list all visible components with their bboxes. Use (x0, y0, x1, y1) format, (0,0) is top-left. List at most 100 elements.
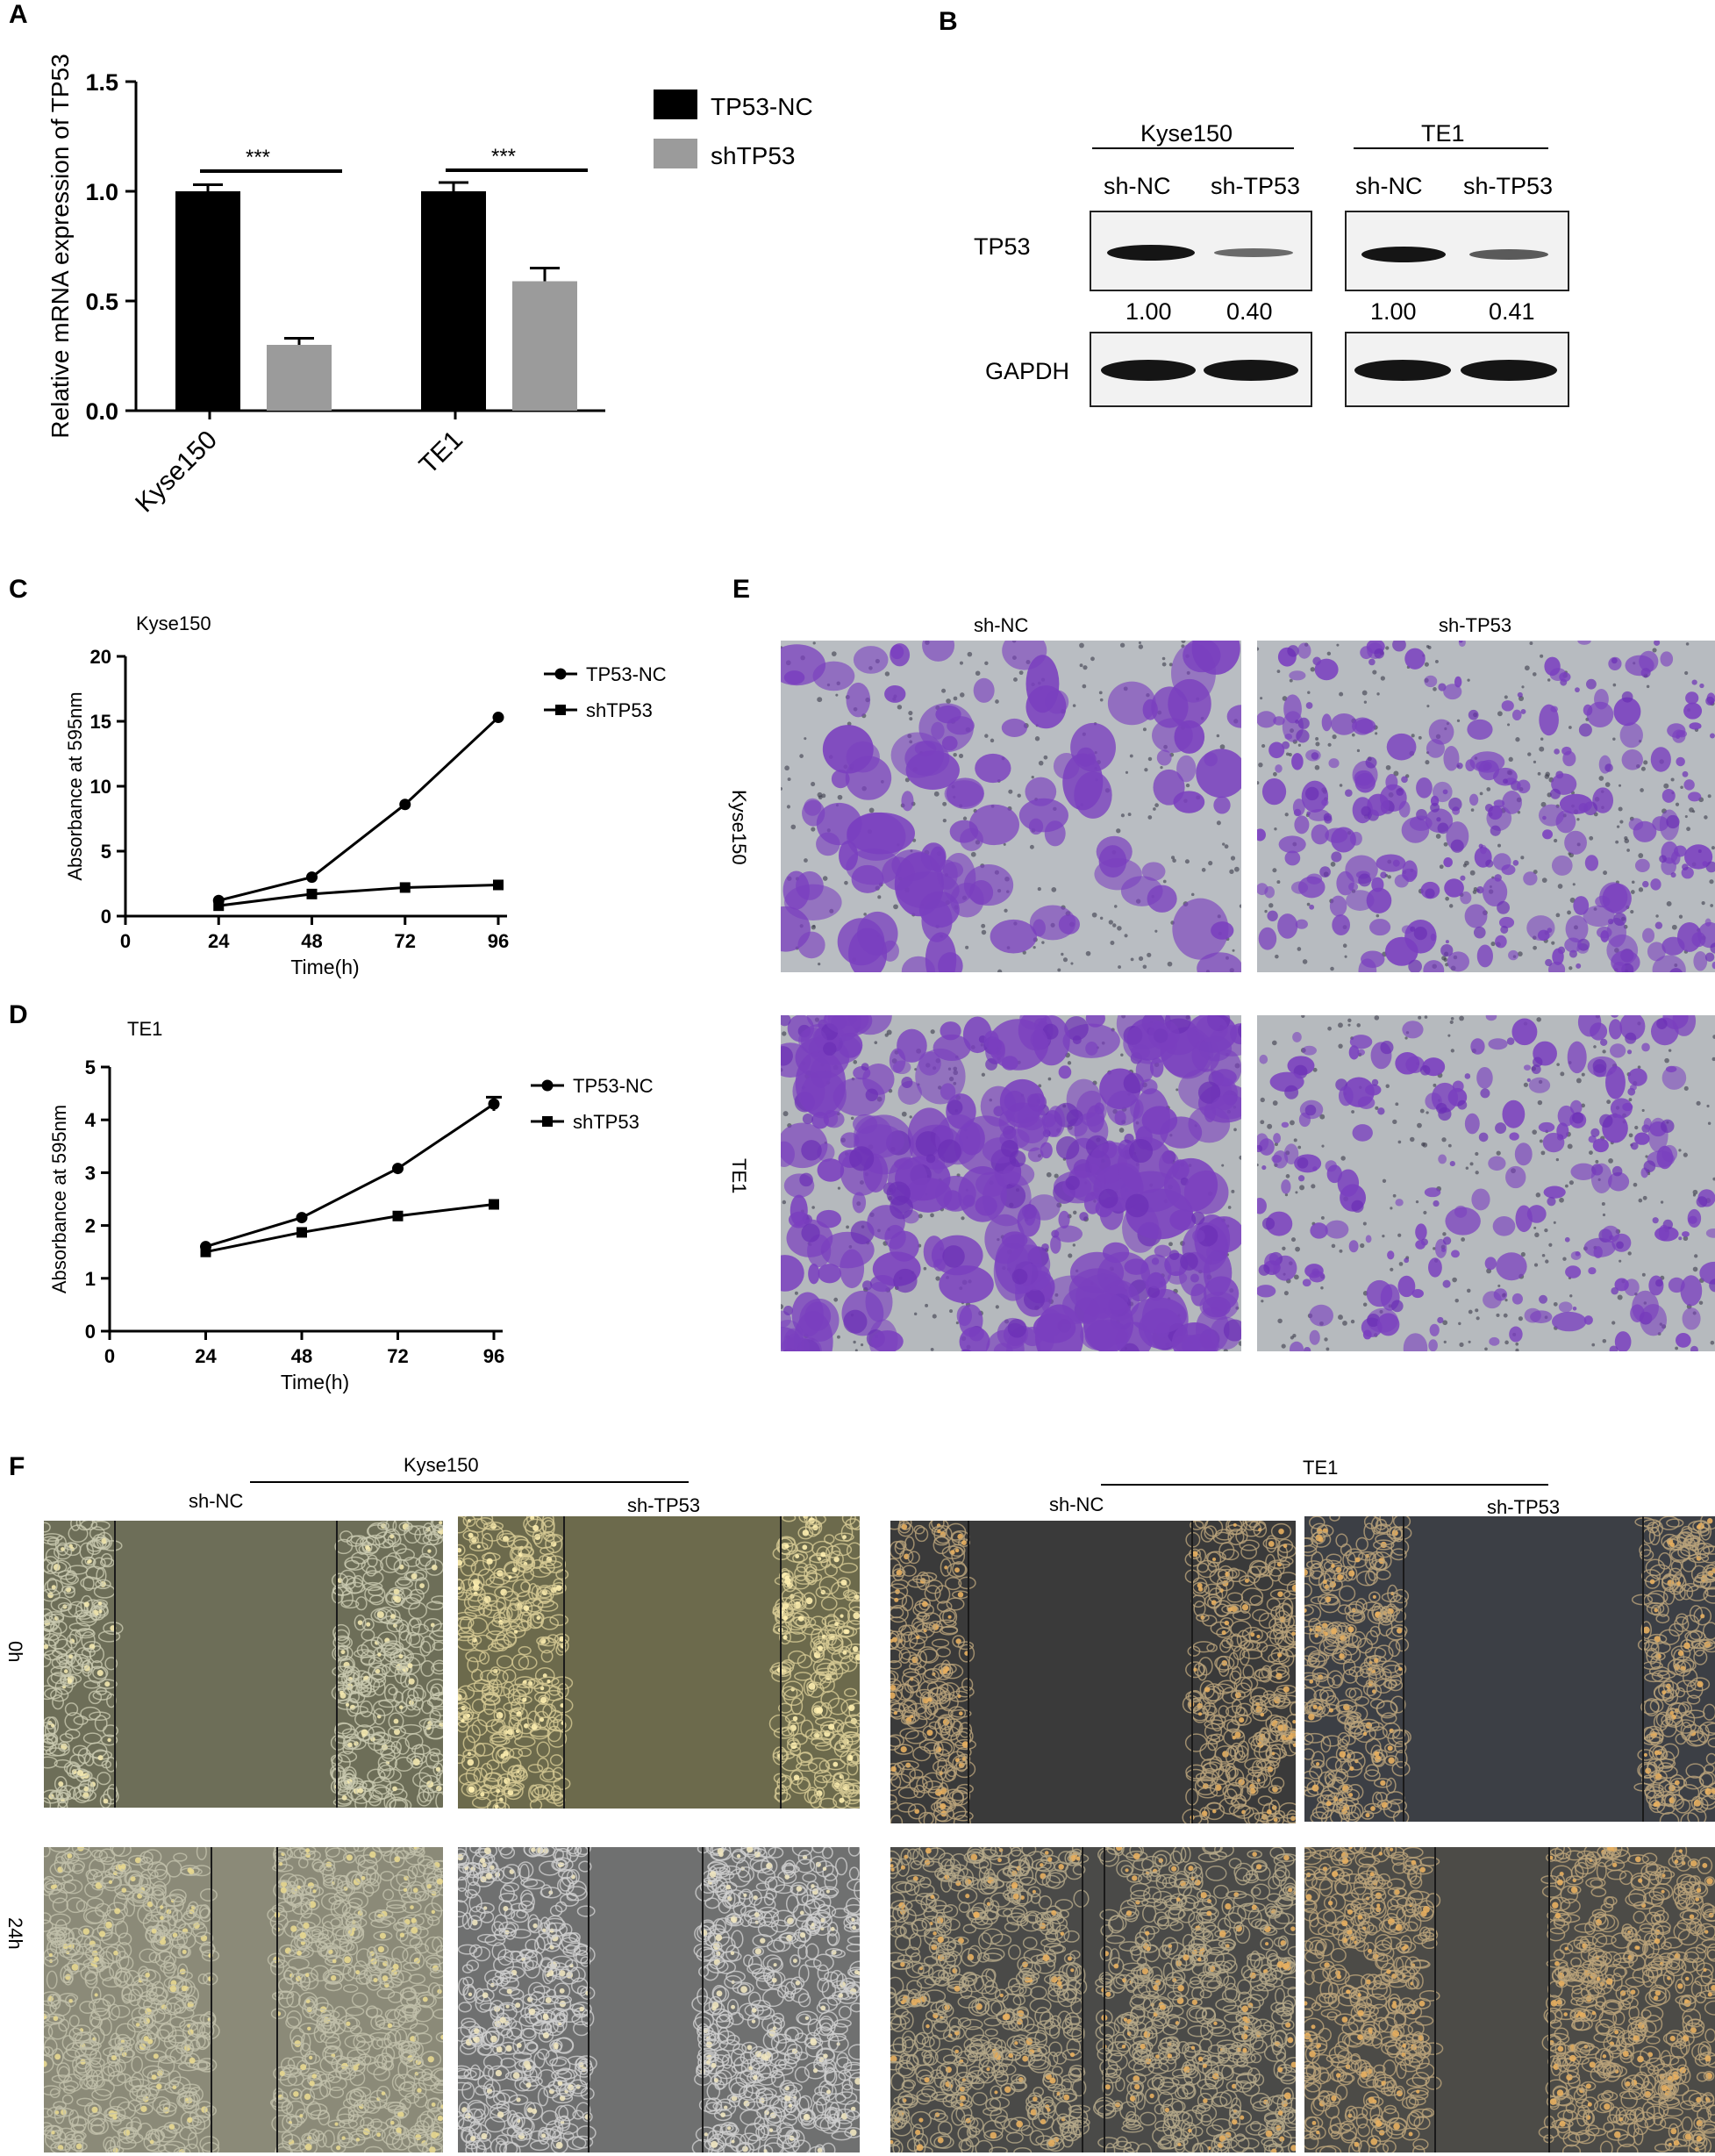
cell (50, 1559, 72, 1578)
cell (1326, 1756, 1342, 1772)
cell-cluster (1502, 791, 1522, 814)
legend-label: shTP53 (711, 142, 796, 169)
cell (189, 2087, 204, 2102)
cell-cluster (791, 1292, 824, 1337)
cell (1690, 1677, 1711, 1692)
cell-cluster (990, 919, 1037, 954)
pore (1692, 1189, 1698, 1195)
cell (1309, 1627, 1325, 1644)
cell (73, 1785, 91, 1803)
bright-cell (58, 1780, 64, 1787)
series-line (205, 1203, 495, 1254)
cell-cluster (901, 1076, 913, 1089)
cell-cluster (1294, 815, 1310, 834)
cell-cluster (1397, 1275, 1416, 1298)
pore (1172, 858, 1176, 863)
cell (1341, 1735, 1356, 1745)
cell-cluster (1349, 1035, 1373, 1049)
cell (86, 1539, 104, 1552)
pore (1533, 945, 1537, 950)
cell-cluster (1261, 1217, 1276, 1230)
cell (1646, 1647, 1659, 1665)
pore (1342, 943, 1347, 949)
cell-cluster (1683, 779, 1695, 791)
cell-cluster (905, 750, 960, 791)
cell (1362, 1681, 1378, 1696)
pore (1098, 691, 1103, 695)
bright-cell (143, 2036, 149, 2042)
bright-cell (1292, 1743, 1296, 1747)
pore (1291, 1237, 1297, 1243)
bright-cell (412, 1758, 420, 1766)
cell (99, 1794, 112, 1808)
pore (1454, 1298, 1459, 1303)
pore (1683, 1236, 1689, 1242)
cell-cluster (1493, 799, 1505, 807)
cell-cluster (1002, 1163, 1035, 1186)
lane-label: sh-TP53 (627, 1494, 701, 1516)
bright-cell (1649, 1579, 1655, 1585)
x-tick-label: 0 (120, 930, 131, 952)
bright-cell (121, 1887, 127, 1893)
cell (1694, 1543, 1711, 1559)
cell (1376, 1700, 1398, 1719)
pore (1362, 1302, 1368, 1307)
cell (837, 1577, 851, 1588)
cell-cluster (862, 1063, 895, 1095)
pore (1540, 654, 1544, 658)
cell (943, 1788, 964, 1805)
cell-cluster (1028, 818, 1044, 835)
cell (1202, 1615, 1218, 1627)
cell-cluster (1191, 1211, 1205, 1225)
pore (1696, 1100, 1701, 1106)
cell (1365, 1764, 1380, 1777)
cell (549, 1754, 563, 1766)
pore (1276, 880, 1281, 885)
cell (954, 1738, 976, 1751)
pore (1646, 684, 1650, 689)
cell (1283, 1590, 1296, 1600)
cell (928, 1721, 941, 1730)
cell-cluster (801, 1140, 822, 1161)
cell (805, 1570, 818, 1586)
cell (354, 1795, 368, 1808)
cell (333, 1629, 350, 1644)
cell (347, 1692, 366, 1704)
cell (819, 1721, 843, 1733)
cell (113, 1892, 128, 1911)
cell (540, 1770, 562, 1783)
pore (1286, 752, 1290, 756)
bright-cell (1372, 1594, 1376, 1599)
cell (933, 1798, 953, 1815)
cell (1268, 1617, 1283, 1632)
cell (525, 1597, 544, 1613)
cell (390, 1740, 402, 1754)
cell-cluster (1523, 1064, 1532, 1071)
pore (1120, 813, 1125, 818)
cell (820, 1690, 840, 1709)
cell (514, 1736, 536, 1748)
cell-cluster (1613, 697, 1641, 727)
pore (1351, 1110, 1355, 1114)
pore (1216, 820, 1221, 826)
cell (458, 1615, 475, 1630)
cell (91, 1659, 103, 1670)
pore (1347, 1023, 1351, 1027)
pore (1423, 1210, 1427, 1215)
bright-cell (1309, 1679, 1314, 1684)
cell-cluster (798, 1027, 828, 1054)
cell-cluster (1257, 711, 1276, 728)
cell (1640, 1621, 1652, 1640)
cell (938, 1663, 957, 1675)
cell (100, 1734, 118, 1746)
pore (787, 777, 791, 782)
cell (425, 1678, 443, 1697)
pore (837, 1335, 840, 1339)
cell-cluster (1454, 1205, 1468, 1218)
pore (1452, 1277, 1457, 1283)
cell (939, 1797, 957, 1813)
cell (1243, 1641, 1254, 1651)
cell (903, 1699, 918, 1714)
cell (1373, 1539, 1395, 1551)
cell (901, 1706, 916, 1725)
